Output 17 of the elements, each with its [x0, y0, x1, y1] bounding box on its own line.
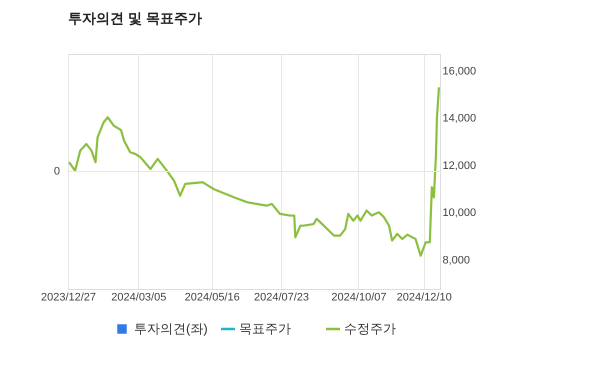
x-tick-label: 2024/03/05: [111, 292, 166, 304]
text: 0: [54, 166, 60, 178]
x-tick-label: 2023/12/27: [40, 292, 96, 304]
y2-tick-label: 14,000: [442, 112, 476, 125]
line-series: [68, 86, 440, 257]
x-tick-label: 2024/10/07: [331, 292, 386, 304]
y2-tick-label: 8,000: [442, 254, 470, 266]
chart-title: 투자의견 및 목표주가: [68, 10, 202, 26]
legend-label: 투자의견(좌): [134, 321, 208, 336]
x-tick-label: 2024/05/16: [184, 292, 240, 304]
y2-tick-label: 10,000: [442, 207, 476, 220]
x-tick-label: 2024/12/10: [396, 292, 452, 304]
x-tick-label: 2024/07/23: [254, 292, 310, 304]
legend-label: 수정주가: [344, 321, 396, 336]
legend-label: 목표주가: [239, 321, 291, 336]
y2-tick-label: 16,000: [442, 66, 476, 78]
y2-tick-label: 12,000: [442, 160, 476, 172]
